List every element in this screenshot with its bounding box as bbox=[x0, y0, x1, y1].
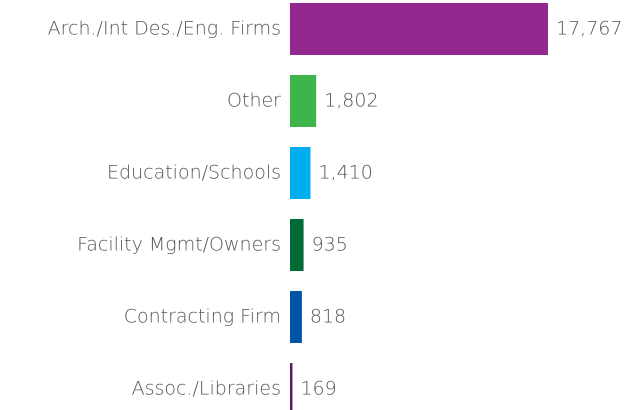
bar bbox=[290, 363, 293, 410]
bar bbox=[290, 219, 304, 271]
value-label: 17,767 bbox=[556, 18, 622, 40]
value-label: 1,410 bbox=[318, 162, 372, 184]
value-label: 169 bbox=[300, 378, 336, 400]
value-label: 1,802 bbox=[324, 90, 378, 112]
value-label: 818 bbox=[310, 306, 346, 328]
category-label: Assoc./Libraries bbox=[132, 378, 281, 400]
bar bbox=[290, 147, 311, 199]
category-label: Facility Mgmt/Owners bbox=[77, 234, 281, 256]
category-label: Contracting Firm bbox=[124, 306, 281, 328]
bar bbox=[290, 291, 302, 343]
value-label: 935 bbox=[312, 234, 348, 256]
bar bbox=[290, 75, 317, 127]
bar bbox=[290, 3, 548, 55]
category-label: Arch./Int Des./Eng. Firms bbox=[48, 18, 281, 40]
category-label: Other bbox=[227, 90, 281, 112]
category-label: Education/Schools bbox=[107, 162, 281, 184]
